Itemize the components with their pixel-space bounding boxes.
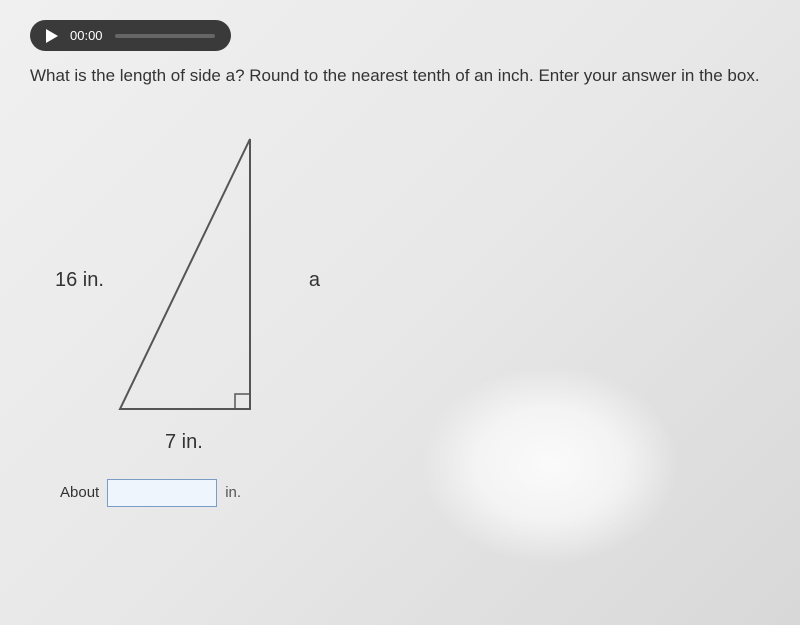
- audio-timestamp: 00:00: [70, 28, 103, 43]
- answer-input[interactable]: [107, 479, 217, 507]
- audio-progress-bar[interactable]: [115, 34, 215, 38]
- side-a-label: a: [309, 269, 320, 292]
- play-icon[interactable]: [46, 29, 58, 43]
- triangle-shape: [120, 139, 250, 409]
- audio-player: 00:00: [30, 20, 231, 51]
- base-label: 7 in.: [165, 431, 203, 454]
- answer-unit-label: in.: [225, 484, 241, 501]
- content-area: 00:00 What is the length of side a? Roun…: [0, 0, 800, 527]
- right-angle-marker: [235, 394, 250, 409]
- answer-row: About in.: [60, 479, 770, 507]
- answer-prefix-label: About: [60, 484, 99, 501]
- triangle-diagram: 16 in. a 7 in.: [60, 129, 340, 449]
- question-text: What is the length of side a? Round to t…: [30, 63, 770, 89]
- hypotenuse-label: 16 in.: [55, 269, 104, 292]
